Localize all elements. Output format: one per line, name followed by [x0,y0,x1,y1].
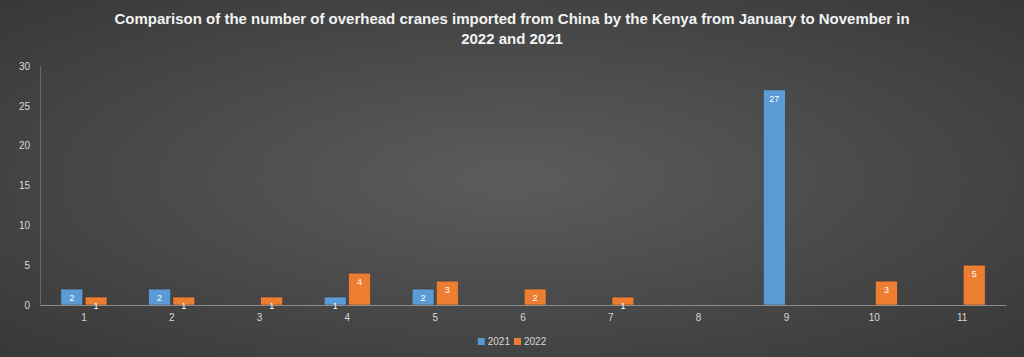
legend-label: 2022 [524,336,547,347]
x-tick-label: 9 [784,312,790,323]
data-label: 1 [181,301,186,311]
y-tick: 15 [19,180,40,191]
legend-swatch [514,338,521,345]
y-tick-label: 0 [24,300,30,311]
data-label: 1 [620,301,625,311]
x-tick-label: 10 [869,312,881,323]
x-tick-label: 3 [257,312,263,323]
y-tick: 10 [19,220,40,231]
legend-item: 2022 [514,336,547,347]
data-label: 1 [269,301,274,311]
title: Comparison of the number of overhead cra… [114,10,909,47]
legend-label: 2021 [488,336,511,347]
x-tick: 9 [784,305,790,323]
bar [763,90,785,305]
y-tick: 5 [24,260,40,271]
data-label: 4 [357,277,362,287]
data-label: 2 [421,293,426,303]
bar [412,289,434,305]
x-tick-label: 8 [696,312,702,323]
bar [524,289,546,305]
x-tick-label: 2 [169,312,175,323]
bar [436,281,458,305]
data-label: 3 [445,285,450,295]
legend-item: 2021 [478,336,511,347]
x-tick: 11 [957,305,968,323]
y-tick: 20 [19,140,40,151]
x-tick-label: 4 [345,312,351,323]
x-tick: 5 [432,305,438,323]
x-tick: 8 [696,305,702,323]
bars [61,90,985,305]
data-label: 2 [157,293,162,303]
bar [875,281,897,305]
x-tick: 10 [869,305,881,323]
bar [61,289,83,305]
data-label: 27 [769,94,779,104]
x-tick: 2 [169,305,175,323]
data-label: 3 [884,285,889,295]
y-tick: 0 [24,300,40,311]
y-tick-label: 10 [19,220,31,231]
y-tick: 25 [19,101,40,112]
x-tick: 1 [81,305,87,323]
x-tick: 7 [608,305,614,323]
legend: 2021 2022 [478,336,547,347]
bar [349,273,371,305]
x-tick-label: 1 [81,312,87,323]
data-label: 1 [333,301,338,311]
y-axis: 0 5 10 15 20 25 30 [19,61,41,311]
chart: Comparison of the number of overhead cra… [0,0,1024,357]
bar [149,289,171,305]
x-tick-label: 5 [432,312,438,323]
plot: 0510152025301234567891011221227111432135 [19,61,1007,323]
data-label: 2 [533,293,538,303]
x-tick-label: 11 [957,312,968,323]
x-tick: 3 [257,305,263,323]
x-tick: 6 [520,305,526,323]
background [0,0,1024,357]
x-tick-label: 7 [608,312,614,323]
y-axis-line [40,67,41,306]
y-tick-label: 25 [19,101,31,112]
x-tick: 4 [345,305,351,323]
x-tick-label: 6 [520,312,526,323]
data-label: 1 [94,301,99,311]
y-tick-label: 5 [24,260,30,271]
legend-swatch [478,338,485,345]
y-tick-label: 20 [19,140,31,151]
data-label: 2 [69,293,74,303]
y-tick: 30 [19,61,40,72]
data-labels: 2 2 1 2 27 1 1 1 4 3 2 1 3 5 [69,94,976,311]
data-label: 5 [972,269,977,279]
y-tick-label: 30 [19,61,31,72]
y-tick-label: 15 [19,180,31,191]
bar [963,265,985,305]
